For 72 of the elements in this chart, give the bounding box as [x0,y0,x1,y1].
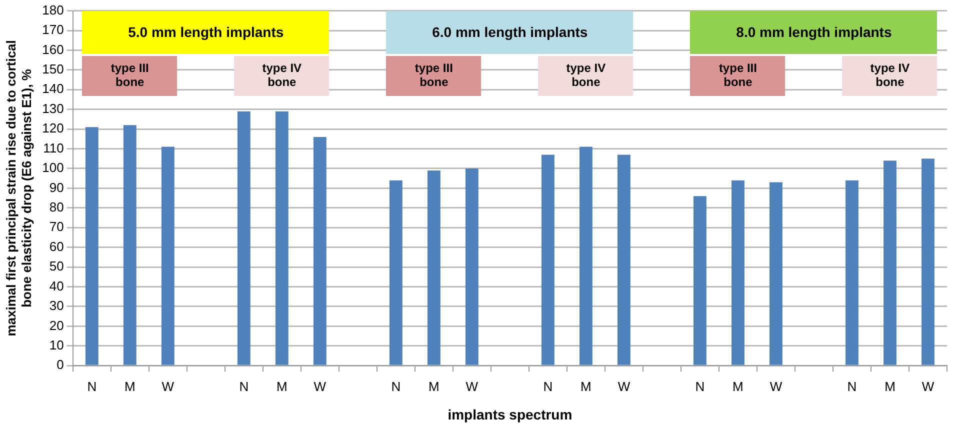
bar [732,180,744,365]
y-tick-label: 50 [49,258,64,274]
tag-box: type IV bone [234,56,330,96]
bar [161,146,174,365]
heading-box: 8.0 mm length implants [690,10,938,54]
annotation: type IV bone [262,61,302,90]
y-tick-label: 20 [49,318,64,333]
annotation: type III bone [110,61,149,90]
y-tick-label: 30 [49,298,64,314]
bar [618,154,630,365]
annotation: type IV bone [566,61,606,90]
y-tick-label: 180 [42,2,64,18]
x-tick-label: W [922,378,935,394]
x-tick-label: N [695,378,705,394]
bar [541,154,554,365]
y-tick-label: 140 [42,81,64,96]
tag-box: type III bone [82,56,178,96]
bar [579,146,592,365]
bar [237,111,250,365]
tag-box: type IV bone [842,56,938,96]
bar [123,125,136,365]
x-tick-label: N [847,378,857,394]
bar [465,168,478,365]
y-tick-label: 160 [42,42,64,57]
y-axis-title: maximal first principal strain rise due to cortical bone elasticity drop (E6 against E1), % [3,40,34,336]
y-tick-label: 60 [49,238,64,254]
y-tick-label: 70 [49,219,64,234]
tag-box: type IV bone [538,56,634,96]
y-tick-label: 150 [42,62,64,77]
y-tick-label: 120 [42,120,64,136]
y-tick-label: 10 [49,337,64,352]
x-tick-label: N [391,378,401,394]
bar [884,160,896,365]
y-tick-label: 0 [56,357,64,372]
y-tick-label: 110 [43,140,64,156]
y-tick-label: 40 [49,278,64,294]
bar [694,196,706,365]
x-tick-label: M [580,378,592,394]
bar [275,111,288,365]
x-tick-label: N [87,378,97,394]
tag-box: type III bone [386,56,482,96]
annotation: type IV bone [870,61,910,90]
x-tick-label: M [428,378,440,394]
annotation: type III bone [718,61,757,90]
heading-box: 6.0 mm length implants [386,10,634,54]
x-axis-title: implants spectrum [448,406,572,422]
bar [922,158,934,365]
y-tick-label: 130 [42,100,64,116]
x-tick-label: W [618,378,631,394]
x-tick-label: M [732,378,744,394]
x-tick-label: W [314,378,327,394]
y-tick-label: 170 [42,22,64,38]
y-tick-label: 80 [49,199,64,214]
tag-box: type III bone [690,56,786,96]
annotation: type III bone [414,61,453,90]
x-tick-label: M [124,378,136,394]
bar [85,127,98,365]
x-tick-label: W [770,378,783,394]
x-tick-label: M [884,378,896,394]
bar [427,170,440,365]
x-tick-label: W [466,378,479,394]
y-tick-label: 90 [49,180,64,195]
y-tick-label: 100 [42,160,64,176]
bar [313,136,326,365]
x-tick-label: W [162,378,175,394]
bar [770,182,782,365]
heading-box: 5.0 mm length implants [82,10,330,54]
bar [389,180,402,365]
bar [846,180,858,365]
x-tick-label: N [543,378,553,394]
x-tick-label: M [276,378,288,394]
x-tick-label: N [239,378,249,394]
